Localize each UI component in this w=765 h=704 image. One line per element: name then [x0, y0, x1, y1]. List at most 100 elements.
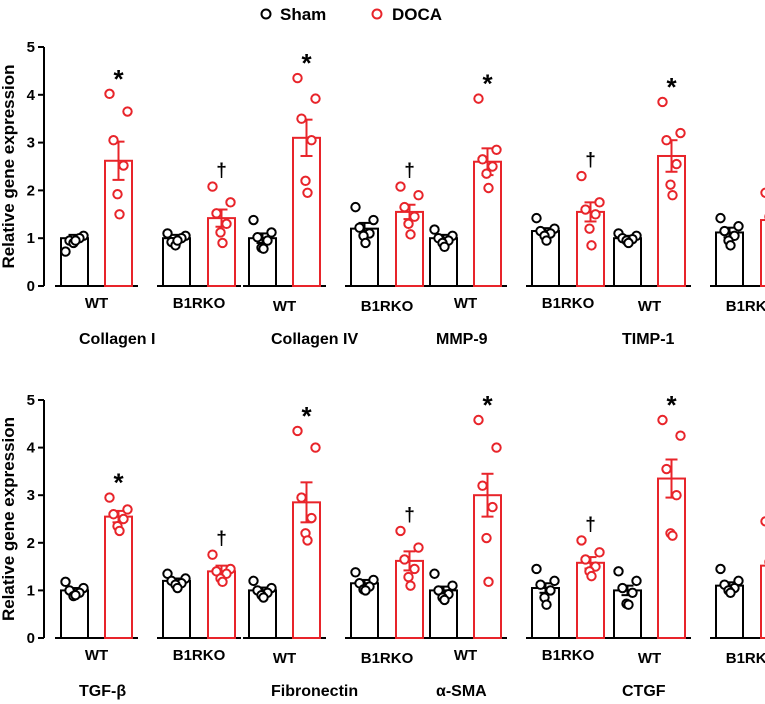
bar — [292, 501, 321, 639]
legend-doca-marker — [371, 8, 383, 20]
data-point — [473, 93, 484, 104]
data-point — [262, 235, 273, 246]
data-point — [207, 549, 218, 560]
data-point — [266, 227, 277, 238]
data-point — [413, 189, 424, 201]
significance-dagger: † — [216, 529, 227, 550]
genotype-label-b1rko: B1RKO — [361, 298, 414, 315]
significance-dagger: † — [216, 161, 227, 182]
genotype-label-wt: WT — [454, 647, 477, 664]
data-point — [657, 414, 668, 426]
bar — [292, 136, 321, 287]
significance-star: * — [301, 401, 312, 431]
data-point — [399, 201, 410, 213]
data-point — [211, 208, 222, 219]
significance-star: * — [301, 48, 312, 78]
group-0: * † WT B1RKO Collagen I — [55, 64, 241, 348]
genotype-label-b1rko: B1RKO — [542, 295, 595, 312]
data-point — [60, 246, 71, 257]
gene-label: Collagen IV — [271, 331, 358, 348]
data-point — [296, 113, 307, 124]
data-point — [70, 589, 81, 601]
data-point — [292, 425, 303, 437]
gene-label: CTGF — [622, 683, 666, 700]
data-point — [491, 144, 502, 155]
y-tick-label: 3 — [27, 135, 35, 152]
data-point — [395, 525, 406, 537]
genotype-label-b1rko: B1RKO — [542, 647, 595, 664]
data-point — [661, 135, 672, 146]
data-point — [258, 243, 269, 254]
data-point — [306, 512, 317, 524]
data-point — [403, 571, 414, 583]
data-point — [215, 227, 226, 238]
y-axis-label: Relative gene expression — [0, 64, 18, 268]
genotype-label-wt: WT — [273, 650, 296, 667]
gene-label: TGF-β — [79, 683, 126, 700]
genotype-label-wt: WT — [85, 647, 108, 664]
genotype-label-b1rko: B1RKO — [726, 650, 765, 667]
gene-label: α-SMA — [436, 683, 487, 700]
data-point — [108, 509, 119, 520]
gene-label: TIMP-1 — [622, 331, 675, 348]
group-3: *†WTB1RKOTIMP-1 — [608, 72, 765, 348]
bar — [104, 515, 133, 639]
data-point — [225, 197, 236, 208]
data-point — [302, 187, 313, 198]
data-point — [541, 599, 552, 610]
data-point — [657, 96, 668, 108]
data-point — [491, 442, 502, 453]
data-point — [719, 225, 730, 237]
data-point — [302, 535, 313, 546]
data-point — [258, 592, 269, 603]
data-point — [439, 241, 450, 253]
significance-star: * — [482, 390, 493, 420]
data-point — [217, 237, 228, 249]
data-point — [405, 229, 416, 240]
y-tick-label: 5 — [27, 392, 35, 409]
data-point — [409, 563, 420, 575]
data-point — [403, 218, 414, 230]
data-point — [248, 214, 259, 226]
data-point — [531, 563, 542, 575]
data-point — [725, 587, 736, 598]
genotype-label-wt: WT — [273, 298, 296, 315]
data-point — [310, 93, 321, 104]
data-point — [675, 127, 686, 139]
bar — [760, 564, 765, 640]
significance-star: * — [666, 72, 677, 102]
data-point — [667, 530, 678, 541]
data-point — [473, 414, 484, 426]
data-point — [627, 587, 638, 598]
data-point — [483, 182, 494, 194]
bar — [657, 477, 686, 640]
data-point — [172, 582, 183, 594]
data-point — [122, 504, 133, 515]
data-point — [675, 430, 686, 441]
data-point — [405, 580, 416, 591]
data-point — [112, 189, 123, 200]
data-point — [665, 179, 676, 190]
y-tick-label: 3 — [27, 487, 35, 504]
data-point — [360, 237, 371, 249]
y-tick-label: 1 — [27, 230, 35, 247]
genotype-label-wt: WT — [638, 650, 661, 667]
legend-sham-label: Sham — [280, 5, 326, 24]
data-point — [429, 224, 440, 235]
data-point — [545, 585, 556, 596]
data-point — [114, 525, 125, 537]
data-point — [487, 501, 498, 513]
y-tick-label: 1 — [27, 582, 35, 599]
data-point — [350, 567, 361, 578]
genotype-label-wt: WT — [638, 298, 661, 315]
data-point — [531, 212, 542, 224]
data-point — [104, 88, 115, 100]
y-tick-label: 0 — [27, 630, 35, 647]
significance-dagger: † — [585, 514, 596, 535]
genotype-label-b1rko: B1RKO — [726, 298, 765, 315]
legend-sham-marker — [260, 8, 272, 20]
data-point — [395, 181, 406, 192]
bar — [395, 559, 424, 639]
